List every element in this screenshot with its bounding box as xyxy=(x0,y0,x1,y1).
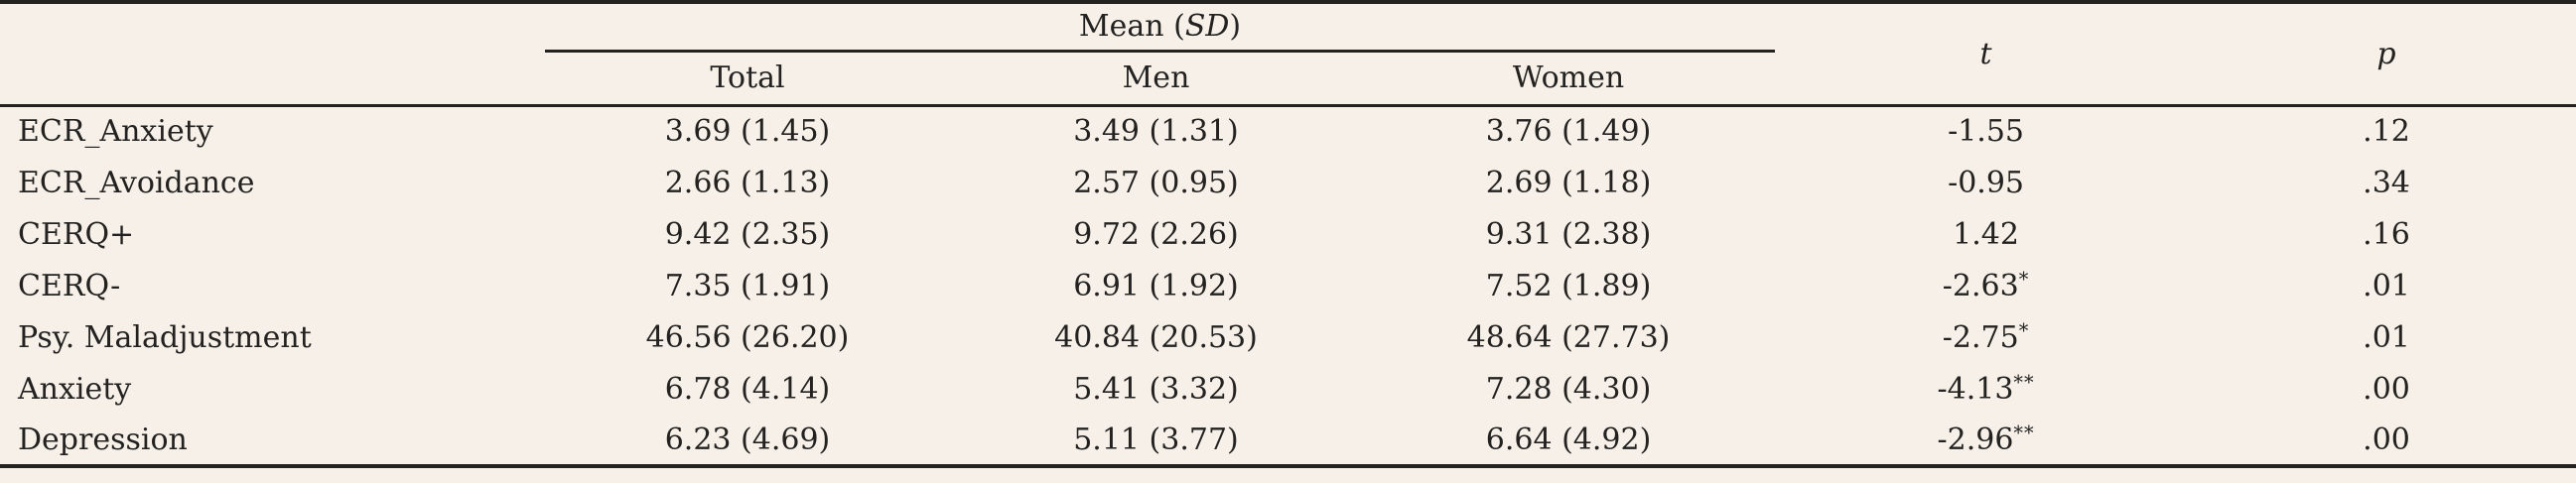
mean-sd-prefix: Mean ( xyxy=(1078,9,1185,45)
women-column-header: Women xyxy=(1362,51,1776,107)
total-cell: 6.23 (4.69) xyxy=(545,415,950,468)
table-row: Psy. Maladjustment 46.56 (26.20) 40.84 (… xyxy=(0,311,2576,363)
table-row: CERQ- 7.35 (1.91) 6.91 (1.92) 7.52 (1.89… xyxy=(0,260,2576,311)
row-label: Psy. Maladjustment xyxy=(18,319,312,355)
total-cell: 2.66 (1.13) xyxy=(664,165,831,200)
t-value: -1.55 xyxy=(1948,114,2024,150)
table-body: ECR_Anxiety 3.69 (1.45) 3.49 (1.31) 3.76… xyxy=(0,105,2576,468)
t-value: 1.42 xyxy=(1953,216,2019,252)
women-cell: 6.64 (4.92) xyxy=(1362,415,1776,468)
t-cell: -1.55 xyxy=(1775,105,2197,157)
t-value: -2.75 xyxy=(1942,319,2019,355)
t-value: -0.95 xyxy=(1948,165,2024,200)
men-cell: 9.72 (2.26) xyxy=(1073,216,1239,252)
women-cell: 9.31 (2.38) xyxy=(1485,216,1652,252)
total-cell: 3.69 (1.45) xyxy=(664,114,831,150)
total-cell: 6.78 (4.14) xyxy=(664,371,831,407)
table-row: CERQ+ 9.42 (2.35) 9.72 (2.26) 9.31 (2.38… xyxy=(0,208,2576,260)
mean-sd-spanner-header: Mean (SD) xyxy=(545,2,1776,53)
significance-marker: ** xyxy=(2013,370,2035,394)
women-cell: 7.28 (4.30) xyxy=(1485,371,1652,407)
men-cell: 6.91 (1.92) xyxy=(1073,268,1239,303)
t-cell: -0.95 xyxy=(1775,157,2197,208)
total-column-header: Total xyxy=(545,51,950,107)
p-cell: .01 xyxy=(2363,319,2410,355)
significance-marker: * xyxy=(2018,267,2030,291)
row-label: ECR_Avoidance xyxy=(18,165,255,200)
women-cell: 7.52 (1.89) xyxy=(1485,268,1652,303)
row-label: CERQ+ xyxy=(18,216,135,252)
significance-marker: * xyxy=(2018,318,2030,342)
mean-sd-suffix: ) xyxy=(1229,9,1242,45)
women-cell: 48.64 (27.73) xyxy=(1466,319,1671,355)
t-cell: 1.42 xyxy=(1775,208,2197,260)
men-cell: 2.57 (0.95) xyxy=(1073,165,1239,200)
corner-cell-empty xyxy=(0,2,545,107)
women-cell: 3.76 (1.49) xyxy=(1485,114,1652,150)
t-cell: -4.13** xyxy=(1775,363,2197,415)
t-value: -2.63 xyxy=(1942,268,2019,303)
subcolumn-header-row: Total Men Women xyxy=(0,51,2576,107)
p-column-header: p xyxy=(2197,2,2576,107)
spanner-header-row: Mean (SD) t p xyxy=(0,2,2576,107)
row-label: ECR_Anxiety xyxy=(18,114,213,150)
t-value: -2.96 xyxy=(1937,422,2014,457)
t-cell: -2.96** xyxy=(1775,415,2198,468)
table-row: Depression 6.23 (4.69) 5.11 (3.77) 6.64 … xyxy=(0,415,2576,468)
significance-marker: ** xyxy=(2013,421,2035,444)
p-cell: .00 xyxy=(2197,415,2576,468)
t-cell: -2.75* xyxy=(1775,311,2197,363)
t-cell: -2.63* xyxy=(1775,260,2197,311)
p-cell: .12 xyxy=(2363,114,2410,150)
sd-italic-label: SD xyxy=(1184,9,1230,45)
p-cell: .01 xyxy=(2363,268,2410,303)
total-cell: 9.42 (2.35) xyxy=(664,216,831,252)
p-cell: .00 xyxy=(2363,371,2410,407)
table-row: Anxiety 6.78 (4.14) 5.41 (3.32) 7.28 (4.… xyxy=(0,363,2576,415)
women-cell: 2.69 (1.18) xyxy=(1485,165,1652,200)
p-cell: .16 xyxy=(2363,216,2410,252)
total-cell: 7.35 (1.91) xyxy=(664,268,831,303)
t-column-header: t xyxy=(1775,2,2198,107)
row-label: CERQ- xyxy=(18,268,121,303)
row-label: Anxiety xyxy=(18,371,132,407)
table-row: ECR_Anxiety 3.69 (1.45) 3.49 (1.31) 3.76… xyxy=(0,105,2576,157)
descriptives-comparison-table: Mean (SD) t p Total Men Women ECR_Anxiet… xyxy=(0,0,2576,468)
table-header: Mean (SD) t p Total Men Women xyxy=(0,2,2576,107)
row-label: Depression xyxy=(0,415,545,468)
men-cell: 5.41 (3.32) xyxy=(1073,371,1239,407)
men-cell: 5.11 (3.77) xyxy=(950,415,1362,468)
men-cell: 40.84 (20.53) xyxy=(1054,319,1258,355)
t-value: -4.13 xyxy=(1937,371,2014,407)
total-cell: 46.56 (26.20) xyxy=(645,319,850,355)
men-cell: 3.49 (1.31) xyxy=(1073,114,1239,150)
men-column-header: Men xyxy=(950,51,1362,107)
p-cell: .34 xyxy=(2363,165,2410,200)
table-row: ECR_Avoidance 2.66 (1.13) 2.57 (0.95) 2.… xyxy=(0,157,2576,208)
